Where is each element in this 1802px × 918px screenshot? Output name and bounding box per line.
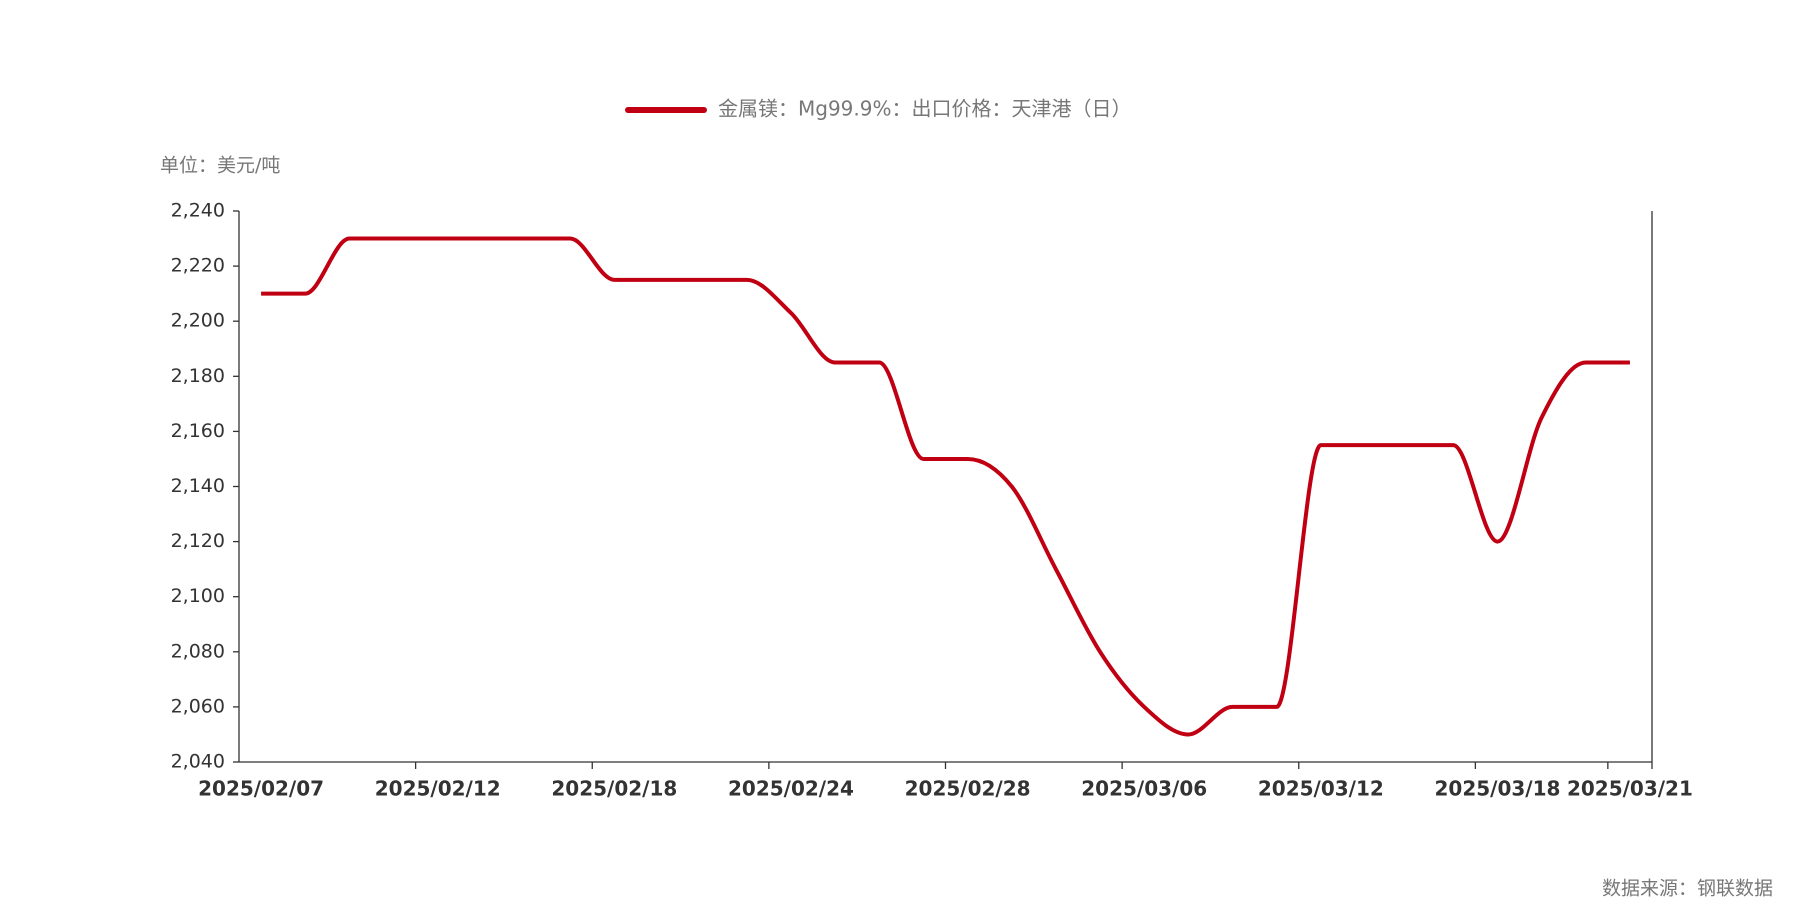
series-line [261,236,1630,737]
x-tick-label: 2025/02/12 [375,777,501,801]
source: 数据来源：钢联数据 [1602,878,1773,900]
legend-label: 金属镁：Mg99.9%：出口价格：天津港（日） [718,97,1132,121]
y-tick-label: 2,080 [171,640,225,662]
x-tick-label: 2025/03/18 [1434,777,1560,801]
y-tick-label: 2,200 [171,310,225,332]
x-tick-label: 2025/02/24 [728,777,854,801]
y-tick-label: 2,060 [171,695,225,717]
unit-label: 单位：美元/吨 [160,155,280,177]
x-tick-label: 2025/02/07 [198,777,324,801]
x-tick-label: 2025/02/18 [551,777,677,801]
y-tick-label: 2,220 [171,255,225,277]
y-tick-label: 2,100 [171,585,225,607]
x-tick-label: 2025/02/28 [905,777,1031,801]
y-tick-label: 2,180 [171,365,225,387]
y-tick-label: 2,120 [171,530,225,552]
x-tick-label: 2025/03/06 [1081,777,1207,801]
y-tick-label: 2,140 [171,475,225,497]
x-tick-label: 2025/03/12 [1258,777,1384,801]
y-tick-label: 2,240 [171,200,225,222]
y-tick-label: 2,160 [171,420,225,442]
x-tick-label: 2025/03/21 [1567,777,1693,801]
y-tick-label: 2,040 [171,751,225,773]
